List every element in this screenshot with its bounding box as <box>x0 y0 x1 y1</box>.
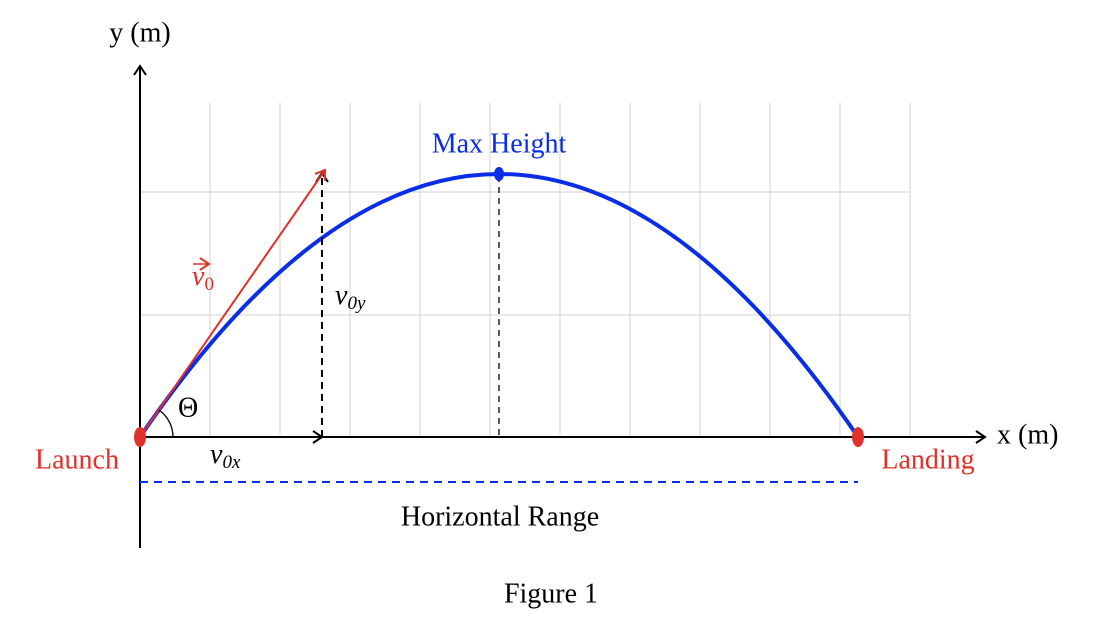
landing-point <box>852 427 864 447</box>
vy-base: v <box>335 280 348 311</box>
velocity-base: v <box>192 261 205 292</box>
caption: Figure 1 <box>504 578 598 609</box>
angle-arc <box>158 409 174 438</box>
vy-sub: 0y <box>347 293 366 314</box>
vy-label: v0y <box>335 280 366 314</box>
launch-label: Launch <box>35 444 119 475</box>
max-point <box>494 167 504 181</box>
angle-label: Θ <box>178 392 198 423</box>
velocity-label: v0 <box>192 261 214 295</box>
x-axis-label: x (m) <box>997 419 1058 450</box>
velocity-sub: 0 <box>204 274 214 295</box>
range-label: Horizontal Range <box>401 501 599 532</box>
launch-point <box>134 427 146 447</box>
vx-base: v <box>210 439 223 470</box>
max-height-label: Max Height <box>432 128 567 159</box>
y-axis-label: y (m) <box>109 17 170 48</box>
velocity-vector <box>139 168 327 438</box>
landing-label: Landing <box>881 444 974 475</box>
vx-label: v0x <box>210 439 241 473</box>
vx-sub: 0x <box>222 452 241 473</box>
